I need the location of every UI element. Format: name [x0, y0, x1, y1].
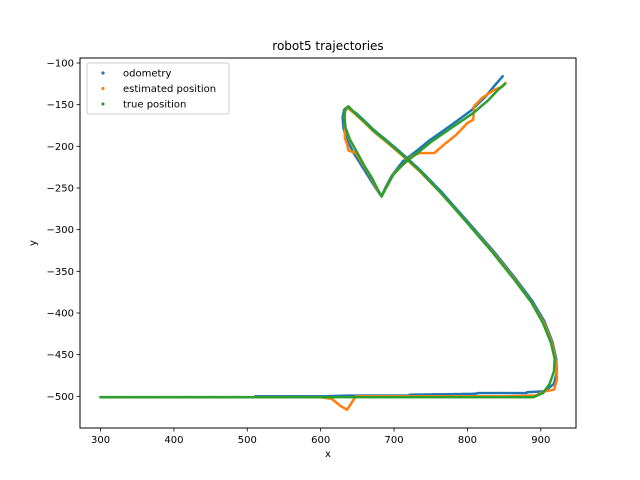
y-tick-label: −450 — [47, 350, 74, 361]
series-odometry — [99, 75, 559, 399]
x-tick-label: 900 — [531, 435, 550, 446]
plot-frame — [79, 57, 577, 429]
legend-box — [86, 62, 230, 115]
series-true-position — [99, 82, 557, 399]
data-point — [501, 75, 504, 78]
x-tick-label: 500 — [238, 435, 257, 446]
x-axis-label: x — [325, 449, 331, 460]
legend-label: odometry — [123, 69, 172, 80]
series-estimated-position — [99, 81, 559, 411]
y-tick-label: −500 — [47, 392, 74, 403]
y-tick-label: −250 — [47, 184, 74, 195]
legend-label: estimated position — [123, 84, 216, 95]
y-tick-label: −350 — [47, 267, 74, 278]
y-tick-label: −100 — [47, 59, 74, 70]
x-tick-label: 600 — [311, 435, 330, 446]
y-tick-label: −200 — [47, 142, 74, 153]
chart-title: robot5 trajectories — [272, 39, 383, 53]
legend-marker — [101, 71, 105, 75]
y-tick-label: −300 — [47, 225, 74, 236]
x-tick-label: 400 — [164, 435, 183, 446]
legend-marker — [101, 86, 105, 91]
x-tick-label: 800 — [458, 435, 477, 446]
legend: odometry estimated position true position — [86, 62, 230, 115]
y-tick-label: −400 — [47, 309, 74, 320]
x-axis: 300 400 500 600 700 800 900 — [91, 428, 550, 446]
data-point — [503, 82, 507, 86]
legend-marker — [101, 102, 105, 106]
y-axis: −100 −150 −200 −250 −300 −350 −400 −450 −500 — [47, 59, 80, 403]
legend-label: true position — [123, 100, 186, 111]
y-axis-label: y — [28, 240, 39, 246]
x-tick-label: 700 — [384, 435, 403, 446]
y-tick-label: −150 — [47, 100, 74, 111]
x-tick-label: 300 — [91, 435, 110, 446]
plot-series — [99, 75, 559, 411]
